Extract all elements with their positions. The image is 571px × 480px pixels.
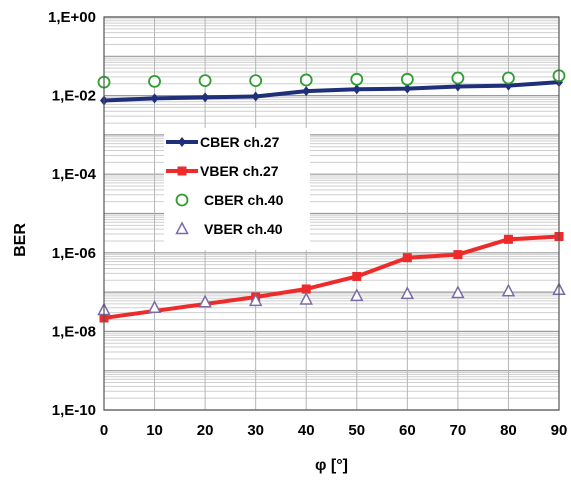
- data-point: [451, 71, 465, 85]
- legend-label: CBER ch.27: [200, 134, 280, 150]
- plot-frame: [103, 16, 560, 411]
- data-point: [198, 74, 212, 88]
- x-tick-label: 90: [551, 422, 568, 439]
- legend-label: CBER ch.40: [204, 192, 284, 208]
- y-tick-labels: 1,E+00 1,E-02 1,E-04 1,E-06 1,E-08 1,E-10: [48, 9, 97, 419]
- y-tick-label: 1,E-02: [52, 88, 96, 105]
- legend-marker: [177, 166, 187, 176]
- data-point: [400, 72, 414, 86]
- data-point: [400, 286, 415, 300]
- x-tick-label: 60: [399, 422, 416, 439]
- series-line: [103, 80, 560, 103]
- x-tick-label: 40: [298, 422, 315, 439]
- legend-background: [164, 128, 310, 250]
- data-point: [150, 93, 159, 104]
- x-tick-label: 0: [100, 422, 108, 439]
- data-point: [249, 74, 263, 88]
- data-point: [148, 74, 161, 88]
- data-point: [352, 271, 362, 281]
- x-tick-labels: 0 10 20 30 40 50 60 70 80 90: [100, 422, 568, 439]
- data-point: [403, 83, 412, 94]
- x-tick-label: 20: [197, 422, 214, 439]
- data-point: [352, 84, 361, 95]
- data-point: [453, 250, 463, 260]
- data-point: [147, 300, 162, 313]
- series-line: [103, 234, 560, 320]
- x-axis-label: φ [°]: [315, 457, 348, 474]
- y-tick-label: 1,E-06: [52, 245, 96, 262]
- data-point: [198, 294, 212, 308]
- y-tick-label: 1,E-10: [52, 402, 96, 419]
- legend-label: VBER ch.40: [204, 221, 283, 237]
- data-point: [451, 285, 465, 299]
- x-tick-label: 10: [146, 422, 163, 439]
- data-point: [248, 293, 263, 307]
- x-tick-label: 30: [247, 422, 264, 439]
- data-point: [502, 71, 515, 85]
- data-point: [299, 291, 313, 305]
- data-point: [350, 72, 364, 86]
- data-point: [301, 284, 311, 294]
- data-point: [402, 253, 412, 263]
- x-tick-label: 70: [450, 422, 467, 439]
- legend-marker: [175, 221, 189, 235]
- data-point: [503, 234, 513, 244]
- data-point: [350, 288, 364, 302]
- legend-marker: [178, 137, 186, 147]
- data-point: [251, 91, 260, 102]
- y-tick-label: 1,E-08: [52, 323, 96, 340]
- x-tick-label: 50: [348, 422, 365, 439]
- data-point: [302, 86, 311, 97]
- y-tick-label: 1,E-04: [52, 166, 97, 183]
- data-point: [501, 283, 516, 297]
- series-4: [97, 282, 566, 316]
- legend-marker: [175, 193, 189, 207]
- legend: CBER ch.27 VBER ch.27 CBER ch.40 VBER ch.40: [164, 128, 310, 250]
- data-point: [299, 73, 313, 87]
- legend-label: VBER ch.27: [200, 163, 279, 179]
- y-axis-label: BER: [12, 223, 29, 257]
- x-tick-label: 80: [500, 422, 517, 439]
- data-point: [201, 92, 210, 103]
- y-tick-label: 1,E+00: [48, 9, 96, 26]
